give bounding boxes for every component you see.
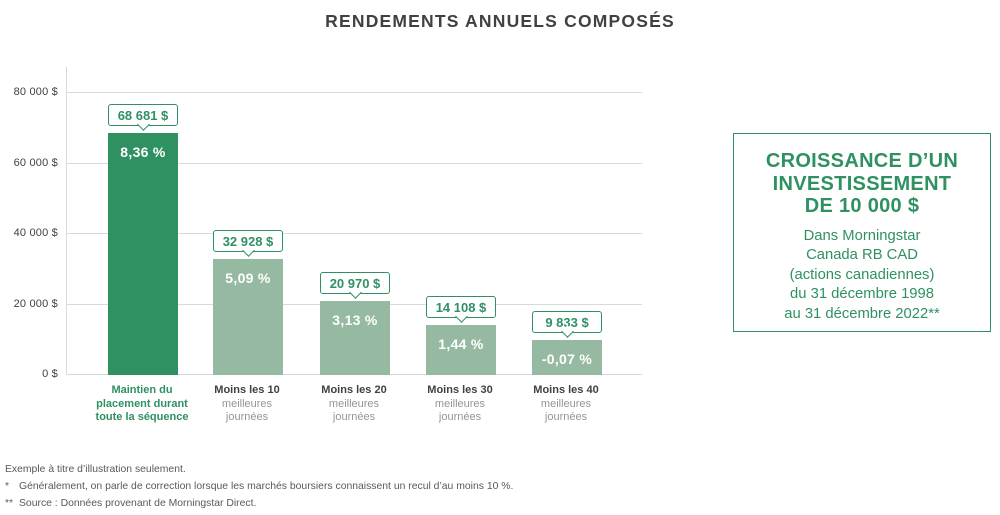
bar-column-5: 9 833 $ -0,07 % (532, 310, 602, 375)
annual-return-label: 8,36 % (120, 144, 166, 160)
annual-return-label: 3,13 % (332, 312, 378, 328)
category-label: Moins les 10 meilleures journées (187, 384, 307, 425)
category-line: Moins les 40 (533, 384, 599, 396)
category-line: journées (332, 411, 376, 423)
x-axis-labels: Maintien du placement durant toute la séqu… (66, 384, 642, 439)
investment-growth-box: CROISSANCE D’UN INVESTISSEMENT DE 10 000 $… (733, 133, 991, 332)
category-line: meilleures (328, 397, 380, 410)
category-line: journées (438, 411, 482, 423)
info-title-line: DE 10 000 $ (804, 195, 920, 217)
bar-series: 68 681 $8,36 % 32 928 $ 5,09 % 20 970 $ 3,13… (67, 67, 642, 375)
gridline (67, 162, 642, 164)
category-line: meilleures (221, 397, 273, 410)
footnote-marker: ** (5, 498, 14, 509)
y-tick-label: 80 000 $ (13, 86, 58, 98)
category-line: journées (544, 411, 588, 423)
footnote-text: Source : Données provenant de Morningsta… (19, 498, 257, 509)
info-subtitle-line: Dans Morningstar (803, 227, 921, 244)
category-line: toute la séquence (95, 411, 189, 423)
info-box-subtitle: Dans Morningstar Canada RB CAD (actions ca… (734, 227, 990, 325)
info-subtitle-line: Canada RB CAD (806, 247, 918, 263)
footnote-text: Généralement, on parle de correction lor… (19, 481, 514, 492)
gridline (67, 233, 642, 234)
bar: -0,07 % (532, 340, 602, 375)
category-line: Moins les 10 (214, 384, 280, 396)
category-line: Moins les 30 (427, 384, 493, 396)
bar: 8,36 % (108, 133, 178, 375)
bar: 5,09 % (213, 259, 283, 375)
bar: 3,13 % (320, 301, 390, 375)
info-subtitle-line: (actions canadiennes) (789, 266, 935, 283)
value-callout: 32 928 $ (213, 229, 283, 252)
footnote-line: Exemple à titre d’illustration seulement… (5, 461, 705, 478)
footnotes: Exemple à titre d’illustration seulement… (5, 461, 705, 512)
annual-return-label: 1,44 % (438, 336, 484, 352)
gridline (67, 92, 642, 93)
category-label: Moins les 40 meilleures journées (506, 384, 626, 425)
bar-column-2: 32 928 $ 5,09 % (213, 229, 283, 375)
info-box-title: CROISSANCE D’UN INVESTISSEMENT DE 10 000 $ (734, 150, 990, 218)
category-label: Moins les 30 meilleures journées (400, 384, 520, 425)
category-label: Maintien du placement durant toute la séqu… (82, 384, 202, 425)
category-line: journées (225, 411, 269, 423)
footnote-line: * Généralement, on parle de correction lo… (5, 478, 705, 495)
info-title-line: INVESTISSEMENT (772, 172, 952, 195)
footnote-marker: * (5, 481, 10, 492)
footnote-line: ** Source : Données provenant de Mornings… (5, 495, 705, 512)
page-title: RENDEMENTS ANNUELS COMPOSÉS (325, 11, 675, 31)
bar: 1,44 % (426, 325, 496, 375)
y-tick-label: 40 000 $ (13, 227, 58, 239)
info-subtitle-line: du 31 décembre 1998 (790, 286, 934, 302)
category-line: Maintien du (111, 384, 173, 396)
plot-area: 68 681 $8,36 % 32 928 $ 5,09 % 20 970 $ 3,13… (66, 67, 642, 375)
y-tick-label: 20 000 $ (13, 297, 58, 310)
y-tick-label: 0 $ (42, 368, 58, 380)
y-tick-label: 60 000 $ (13, 156, 58, 169)
info-subtitle-line: au 31 décembre 2022** (784, 305, 940, 322)
category-line: placement durant (96, 397, 188, 410)
category-line: Moins les 20 (321, 384, 387, 396)
bar-column-3: 20 970 $ 3,13 % (320, 271, 390, 375)
footnote-text: Exemple à titre d’illustration seulement… (5, 464, 186, 475)
y-axis: 0 $ 20 000 $ 40 000 $ 60 000 $ 80 000 $ (0, 67, 58, 380)
category-label: Moins les 20 meilleures journées (294, 384, 414, 425)
category-line: meilleures (434, 397, 486, 410)
info-title-line: CROISSANCE D’UN (765, 150, 959, 172)
bar-column-1: 68 681 $8,36 % (108, 103, 178, 375)
value-callout: 20 970 $ (320, 271, 390, 294)
annual-return-label: 5,09 % (225, 270, 271, 286)
bar-column-4: 14 108 $1,44 % (426, 295, 496, 375)
category-line: meilleures (540, 397, 592, 410)
annual-return-label: -0,07 % (541, 351, 593, 367)
